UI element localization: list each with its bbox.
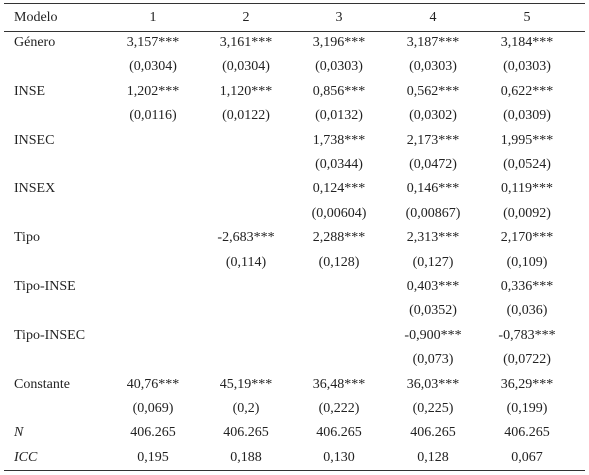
std-error: (0,2) (232, 401, 260, 416)
cell-value: 2,170*** (500, 230, 554, 246)
cell-value: 3,157*** (126, 35, 180, 50)
top-rule (4, 3, 585, 4)
cell-value: 406.265 (504, 425, 550, 441)
cell-value: 1,738*** (312, 132, 366, 148)
cell-value: 45,19*** (219, 376, 273, 392)
std-error: (0,0352) (409, 303, 457, 319)
cell-value: 0,130 (323, 449, 355, 465)
cell-value: 406.265 (410, 425, 456, 441)
row-label: Constante (14, 376, 70, 392)
cell-value: 0,188 (230, 449, 262, 465)
std-error: (0,0303) (409, 59, 457, 75)
cell-value: 0,195 (137, 449, 169, 465)
std-error: (0,00604) (311, 205, 367, 221)
std-error: (0,222) (318, 401, 360, 416)
cell-value: 2,173*** (406, 132, 460, 148)
std-error: (0,0122) (222, 108, 270, 124)
cell-value: 406.265 (316, 425, 362, 441)
std-error: (0,0303) (315, 59, 363, 75)
cell-value: 0,119*** (501, 181, 553, 197)
cell-value: 0,856*** (312, 83, 366, 99)
cell-value: -2,683*** (217, 230, 275, 246)
row-label: INSE (14, 83, 46, 99)
row-label: N (14, 425, 24, 441)
std-error: (0,0722) (503, 352, 551, 368)
std-error: (0,0344) (315, 157, 363, 172)
cell-value: 406.265 (130, 425, 176, 441)
bottom-rule (4, 470, 585, 471)
cell-value: 2,288*** (312, 230, 366, 246)
std-error: (0,0092) (503, 205, 551, 221)
std-error: (0,073) (412, 352, 454, 368)
std-error: (0,0524) (503, 157, 551, 172)
std-error: (0,0472) (409, 157, 457, 172)
row-label: INSEC (14, 132, 55, 148)
cell-value: 3,196*** (312, 35, 366, 50)
std-error: (0,0304) (129, 59, 177, 75)
std-error: (0,225) (412, 401, 454, 416)
cell-value: 36,48*** (312, 376, 366, 392)
cell-value: 0,128 (417, 449, 449, 465)
cell-value: 0,146*** (406, 181, 460, 197)
column-header: 3 (335, 10, 343, 25)
cell-value: 1,202*** (126, 83, 180, 99)
row-label: Tipo (14, 230, 40, 246)
header-rule (4, 31, 585, 32)
cell-value: 0,622*** (500, 83, 554, 99)
std-error: (0,199) (506, 401, 548, 416)
column-header: 1 (149, 10, 157, 25)
row-label: Tipo-INSEC (14, 327, 86, 343)
std-error: (0,036) (506, 303, 548, 319)
column-header: 2 (242, 10, 250, 25)
std-error: (0,128) (318, 254, 360, 270)
cell-value: 36,03*** (406, 376, 460, 392)
column-header: 5 (523, 10, 531, 25)
cell-value: 0,403*** (406, 279, 460, 294)
cell-value: 1,995*** (500, 132, 554, 148)
std-error: (0,0302) (409, 108, 457, 124)
std-error: (0,0309) (503, 108, 551, 124)
row-label: Género (14, 35, 56, 50)
cell-value: 3,187*** (406, 35, 460, 50)
cell-value: -0,783*** (498, 327, 556, 343)
cell-value: 1,120*** (219, 83, 273, 99)
cell-value: 0,124*** (312, 181, 366, 197)
row-label: INSEX (14, 181, 56, 197)
cell-value: -0,900*** (404, 327, 462, 343)
std-error: (0,0304) (222, 59, 270, 75)
std-error: (0,069) (132, 401, 174, 416)
cell-value: 0,336*** (500, 279, 554, 294)
header-label: Modelo (14, 10, 58, 25)
cell-value: 2,313*** (406, 230, 460, 246)
std-error: (0,00867) (405, 205, 461, 221)
column-header: 4 (429, 10, 437, 25)
cell-value: 0,067 (511, 449, 543, 465)
row-label: ICC (14, 449, 38, 465)
std-error: (0,109) (506, 254, 548, 270)
std-error: (0,0116) (129, 108, 177, 124)
cell-value: 40,76*** (126, 376, 180, 392)
row-label: Tipo-INSE (14, 279, 76, 294)
cell-value: 3,184*** (500, 35, 554, 50)
std-error: (0,0132) (315, 108, 363, 124)
cell-value: 0,562*** (406, 83, 460, 99)
cell-value: 36,29*** (500, 376, 554, 392)
cell-value: 3,161*** (219, 35, 273, 50)
std-error: (0,114) (225, 254, 267, 270)
std-error: (0,127) (412, 254, 454, 270)
cell-value: 406.265 (223, 425, 269, 441)
std-error: (0,0303) (503, 59, 551, 75)
